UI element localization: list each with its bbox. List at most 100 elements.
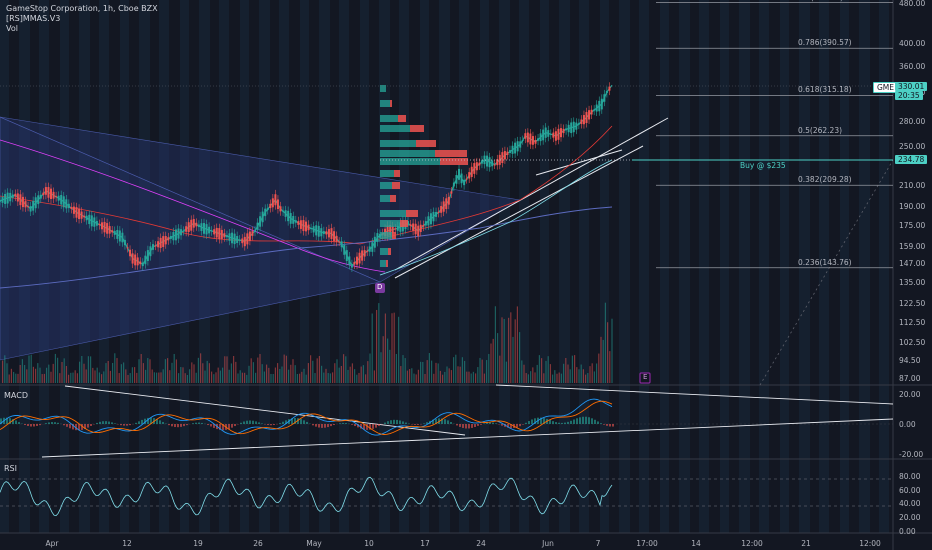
volume-bar: [510, 312, 512, 383]
price-tick: 112.50: [899, 317, 926, 327]
macd-histogram-bar: [510, 424, 512, 429]
candle: [537, 138, 540, 141]
volume-profile-down: [416, 140, 436, 147]
volume-bar: [219, 370, 221, 383]
macd-histogram-bar: [432, 419, 434, 424]
macd-histogram-bar: [114, 423, 116, 424]
volume-profile-up: [380, 158, 440, 165]
candle: [98, 223, 101, 226]
trend-line-1[interactable]: [394, 117, 669, 271]
fib-label: 0.618(315.18): [798, 85, 852, 95]
macd-histogram-bar: [63, 424, 65, 426]
volume-bar: [101, 374, 103, 383]
session-stripe: [759, 0, 769, 533]
candle: [182, 230, 185, 232]
macd-histogram-bar: [390, 420, 392, 424]
candle: [554, 131, 557, 141]
trend-line-2[interactable]: [394, 145, 644, 279]
marker-d[interactable]: [375, 283, 385, 293]
volume-bar: [233, 355, 235, 383]
candle: [11, 194, 14, 198]
volume-bar: [532, 367, 534, 383]
candle: [368, 246, 371, 252]
session-stripe: [259, 0, 270, 533]
macd-histogram-bar: [588, 417, 590, 424]
volume-bar: [307, 363, 309, 383]
volume-bar: [376, 309, 378, 383]
macd-histogram-bar: [234, 424, 236, 427]
macd-histogram-bar: [474, 424, 476, 427]
candle: [335, 235, 338, 242]
volume-bar: [552, 374, 554, 383]
volume-profile-up: [380, 140, 416, 147]
macd-histogram-bar: [477, 424, 479, 426]
session-stripe: [559, 0, 570, 533]
candle: [172, 232, 175, 241]
volume-bar: [246, 374, 248, 383]
candle: [575, 122, 578, 130]
macd-histogram-bar: [495, 423, 497, 424]
candle: [503, 151, 506, 160]
candle: [473, 163, 476, 174]
macd-histogram-bar: [366, 424, 368, 430]
macd-histogram-bar: [144, 418, 146, 424]
trend-line-3[interactable]: [535, 149, 623, 176]
macd-line: [0, 398, 613, 436]
volume-bar: [175, 359, 177, 383]
volume-label: Vol: [6, 24, 18, 33]
price-tick: 147.00: [899, 258, 926, 268]
volume-bar: [389, 349, 391, 383]
volume-bar: [178, 373, 180, 383]
macd-histogram-bar: [444, 419, 446, 424]
macd-histogram-bar: [168, 424, 170, 426]
macd-histogram-bar: [531, 419, 533, 424]
volume-bar: [527, 374, 529, 383]
volume-bar: [164, 359, 166, 383]
macd-histogram-bar: [423, 423, 425, 424]
candle: [50, 188, 52, 200]
macd-histogram-bar: [75, 424, 77, 431]
macd-trend-lower[interactable]: [41, 418, 894, 458]
candle: [516, 141, 519, 152]
volume-bar: [112, 362, 114, 383]
volume-bar: [323, 372, 325, 383]
volume-bar: [523, 364, 525, 383]
triangle-drawing-upper[interactable]: [0, 116, 521, 283]
volume-bar: [116, 358, 118, 383]
volume-bar: [217, 367, 219, 383]
volume-bar: [285, 355, 287, 383]
macd-histogram-bar: [483, 423, 485, 424]
session-stripe: [159, 0, 169, 533]
volume-bar: [576, 367, 578, 383]
volume-profile-down: [440, 158, 468, 165]
candle: [9, 192, 12, 202]
macd-histogram-bar: [516, 424, 518, 428]
volume-bar: [587, 373, 589, 383]
macd-title: MACD: [4, 391, 28, 400]
time-tick: May: [306, 539, 322, 548]
candle: [248, 231, 251, 241]
volume-profile-up: [380, 100, 390, 107]
volume-bar: [470, 373, 472, 383]
time-tick: 17:00: [636, 539, 658, 548]
marker-e[interactable]: [639, 372, 651, 384]
volume-profile-down: [410, 125, 424, 132]
volume-bar: [184, 373, 186, 383]
candle: [228, 233, 231, 241]
candle: [146, 250, 149, 262]
diag-dotted-line[interactable]: [759, 159, 894, 386]
candle: [90, 215, 93, 227]
candle: [373, 236, 376, 248]
volume-bar: [94, 370, 96, 383]
volume-bar: [560, 373, 562, 383]
candle: [414, 223, 417, 235]
macd-histogram-bar: [135, 422, 137, 424]
macd-trend-upper2[interactable]: [495, 384, 894, 405]
volume-bar: [545, 360, 547, 383]
volume-bar: [477, 367, 479, 383]
volume-profile-up: [380, 115, 398, 122]
volume-bar: [547, 356, 549, 383]
buy-level-price: 234.78: [895, 155, 928, 164]
